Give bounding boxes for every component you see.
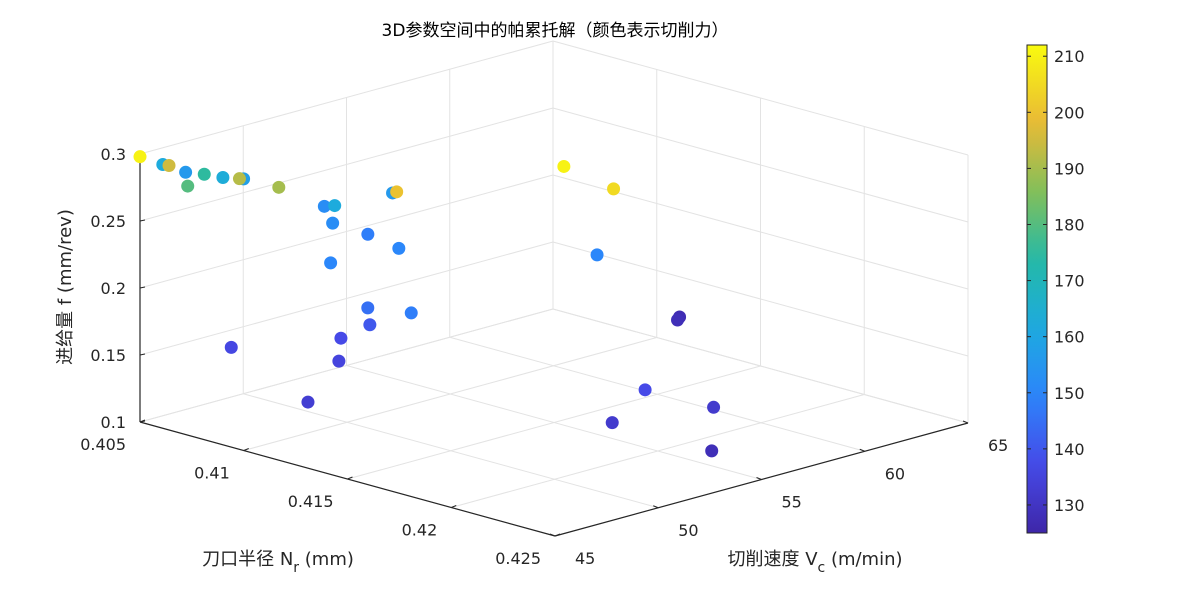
wall-grid-line [139, 308, 554, 423]
colorbar-tick-label: 140 [1054, 440, 1085, 459]
colorbar-scale [1026, 44, 1048, 534]
colorbar-tick-label: 190 [1054, 159, 1085, 178]
scatter-point [162, 158, 176, 172]
colorbar-tick-label: 160 [1054, 328, 1085, 347]
x-tick-label: 0.425 [495, 549, 541, 568]
y-tick-mark [653, 505, 659, 509]
scatter-point [324, 256, 338, 270]
x-tick-label: 0.405 [80, 435, 126, 454]
scatter-point [705, 444, 719, 458]
scatter-point [133, 150, 147, 164]
scatter-point [607, 182, 621, 196]
z-tick-label: 0.25 [90, 212, 126, 231]
data-points [133, 150, 721, 458]
scatter-point [301, 395, 315, 409]
wall-grid-line [552, 241, 969, 357]
wall-grid-line [139, 107, 554, 222]
scatter-point [707, 400, 721, 414]
x-tick-label: 0.415 [288, 492, 334, 511]
scatter-point [334, 331, 348, 345]
scatter-point [179, 165, 193, 179]
y-tick-label: 65 [988, 436, 1008, 455]
x-tick-label: 0.42 [402, 521, 438, 540]
y-tick-mark [549, 533, 556, 537]
y-tick-label: 45 [575, 549, 595, 568]
scatter-point [390, 185, 404, 199]
colorbar-tick-label: 180 [1054, 215, 1085, 234]
chart-title: 3D参数空间中的帕累托解（颜色表示切削力） [382, 21, 729, 41]
y-axis-label-subscript: c [818, 560, 826, 576]
wall-grid-line [139, 40, 554, 155]
scatter-point [216, 171, 230, 185]
floor-grid-line [243, 393, 659, 509]
scatter-point [197, 167, 211, 181]
tick-labels: 0.405 0.41 0.415 0.42 0.425 45 50 55 60 65 0.1 0.15… [80, 145, 1008, 568]
x-tick-mark [347, 476, 353, 480]
scatter-point [181, 179, 195, 193]
z-tick-mark [139, 420, 146, 423]
z-tick-label: 0.3 [101, 145, 126, 164]
y-tick-label: 50 [678, 521, 698, 540]
floor-grid-line [346, 365, 762, 480]
z-tick-mark [139, 353, 146, 356]
y-tick-mark [859, 448, 865, 452]
scatter-point [638, 383, 652, 397]
scatter-point [605, 416, 619, 430]
scatter-point [224, 340, 238, 354]
x-axis-label-unit: (mm) [299, 549, 354, 570]
wall-grid-line [552, 308, 969, 424]
scatter-point [392, 241, 406, 255]
y-axis-label-main: 切削速度 V [727, 549, 818, 570]
colorbar-tick-label: 200 [1054, 103, 1085, 122]
x-axis-label-main: 刀口半径 N [202, 549, 293, 570]
x-tick-label: 0.41 [194, 464, 230, 483]
scatter-point [361, 227, 375, 241]
y-axis-label-unit: (m/min) [825, 549, 902, 570]
y-tick-mark [962, 420, 969, 424]
wall-grid-line [552, 174, 969, 290]
colorbar-tick-label: 170 [1054, 272, 1085, 291]
colorbar-tick-label: 130 [1054, 496, 1085, 515]
scatter-point [557, 159, 571, 173]
y-tick-label: 60 [885, 464, 905, 483]
z-tick-label: 0.1 [101, 413, 126, 432]
z-tick-mark [139, 219, 146, 222]
colorbar: 130 140 150 160 170 180 190 200 210 [1026, 44, 1085, 534]
x-axis-label-subscript: r [293, 560, 299, 576]
floor-grid-line [449, 336, 865, 452]
wall-grid-line [552, 107, 969, 223]
z-tick-label: 0.15 [90, 346, 126, 365]
y-axis-label: 切削速度 Vc (m/min) [727, 549, 902, 576]
wall-grid-line [139, 241, 554, 356]
scatter-point [590, 248, 604, 262]
y-tick-label: 55 [782, 493, 802, 512]
scatter-point [326, 216, 340, 230]
z-tick-mark [139, 286, 146, 289]
wall-grid-line [139, 174, 554, 289]
colorbar-tick-label: 150 [1054, 384, 1085, 403]
x-tick-mark [243, 448, 249, 451]
x-tick-mark [554, 533, 561, 537]
wall-grid-line [552, 40, 969, 156]
z-tick-label: 0.2 [101, 279, 126, 298]
x-tick-mark [451, 505, 457, 508]
scatter-point [361, 301, 375, 315]
colorbar-tick-label: 210 [1054, 47, 1085, 66]
y-tick-mark [756, 477, 762, 480]
scatter-point [328, 199, 342, 213]
scatter-point [363, 318, 377, 332]
axis-lines [139, 152, 969, 537]
scatter-point [671, 313, 685, 327]
z-axis-label: 进给量 f (mm/rev) [55, 209, 76, 365]
scatter-point [332, 354, 346, 368]
scatter-point [317, 199, 331, 213]
x-axis-label: 刀口半径 Nr (mm) [202, 549, 354, 576]
scatter-point [272, 180, 286, 194]
scatter-point [404, 306, 418, 320]
scatter-point [232, 172, 246, 186]
